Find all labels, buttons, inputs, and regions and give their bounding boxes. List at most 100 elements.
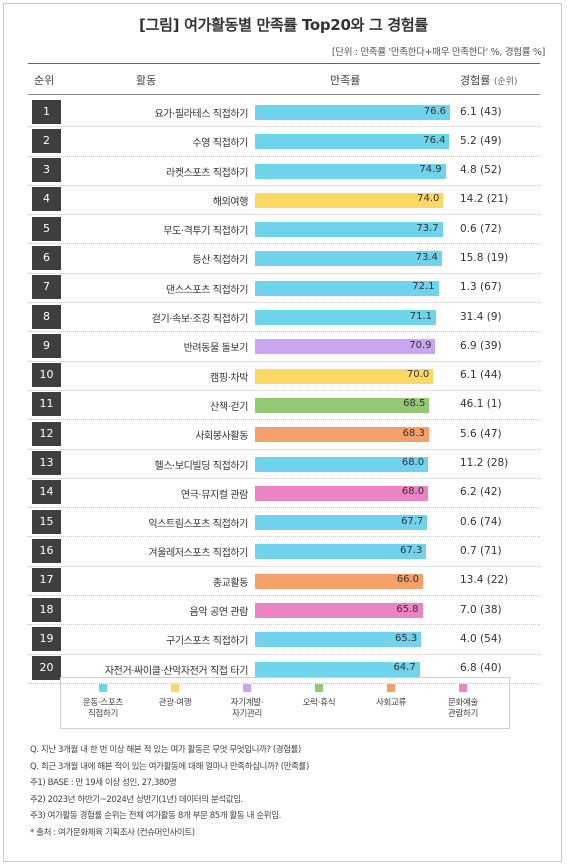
activity-label: 겨울레저스포츠 직접하기 [148, 548, 248, 560]
activity-label: 사회봉사활동 [195, 431, 248, 443]
chart-row: 6 등산 직접하기 73.4 15.8 (19) [28, 244, 540, 274]
header-experience-label: 경험률 [460, 74, 491, 87]
activity-label: 자전거·싸이클·산악자전거 직접 타기 [104, 665, 249, 677]
legend: 운동·스포츠 직접하기 관광·여행 자기계발· 자기관리 오락·휴식 사회교류 문화예술 … [60, 677, 510, 729]
satisfaction-value-label: 67.3 [400, 544, 423, 556]
experience-value: 6.1 (43) [460, 105, 502, 118]
rank-badge: 7 [32, 275, 61, 300]
satisfaction-value-label: 73.7 [416, 222, 439, 234]
chart-row: 7 댄스스포츠 직접하기 72.1 1.3 (67) [28, 274, 540, 304]
rank-badge: 20 [32, 656, 61, 681]
activity-label: 연극·뮤지컬 관람 [180, 489, 249, 501]
table-header: 순위 활동 만족률 경험률 (순위) [28, 63, 540, 95]
legend-label: 운동·스포츠 직접하기 [82, 698, 123, 719]
activity-label: 댄스스포츠 직접하기 [166, 284, 248, 296]
satisfaction-value-label: 71.1 [409, 310, 432, 322]
satisfaction-bar [255, 661, 420, 677]
satisfaction-bar [255, 456, 429, 472]
legend-label: 문화예술 관람하기 [447, 698, 479, 719]
rank-badge: 17 [32, 568, 61, 593]
rank-badge: 9 [32, 333, 61, 358]
satisfaction-value-label: 76.6 [423, 105, 446, 117]
activity-label: 라켓스포츠 직접하기 [166, 167, 248, 179]
legend-label: 자기계발· 자기관리 [230, 698, 264, 719]
experience-value: 13.4 (22) [460, 574, 509, 587]
rank-badge: 15 [32, 509, 61, 534]
rank-badge: 18 [32, 597, 61, 622]
chart-row: 1 요가·필라테스 직접하기 76.6 6.1 (43) [28, 98, 540, 128]
satisfaction-value-label: 76.4 [423, 134, 446, 146]
chart-row: 8 걷기·속보·조깅 직접하기 71.1 31.4 (9) [28, 303, 540, 333]
experience-value: 6.8 (40) [460, 662, 502, 675]
header-satisfaction: 만족률 [330, 74, 361, 87]
chart-row: 15 익스트림스포츠 직접하기 67.7 0.6 (74) [28, 508, 540, 538]
rank-badge: 14 [32, 480, 61, 505]
rank-badge: 8 [32, 304, 61, 329]
activity-label: 산책·걷기 [210, 401, 248, 413]
chart-row: 14 연극·뮤지컬 관람 68.0 6.2 (42) [28, 479, 540, 509]
footnote: Q. 지난 3개월 내 한 번 이상 해본 적 있는 여가 활동은 무엇 무엇입… [30, 745, 301, 755]
satisfaction-bar [255, 515, 428, 531]
header-activity: 활동 [136, 74, 157, 87]
chart-row: 19 구기스포츠 직접하기 65.3 4.0 (54) [28, 625, 540, 655]
legend-item: 자기계발· 자기관리 [207, 684, 287, 720]
activity-label: 반려동물 돌보기 [183, 343, 249, 355]
satisfaction-value-label: 74.0 [417, 193, 440, 205]
satisfaction-value-label: 68.3 [402, 427, 425, 439]
experience-value: 46.1 (1) [460, 398, 502, 411]
experience-value: 0.7 (71) [460, 544, 502, 557]
satisfaction-bar [255, 105, 450, 120]
satisfaction-value-label: 68.0 [401, 457, 425, 469]
experience-value: 31.4 (9) [460, 310, 502, 323]
legend-item: 사회교류 [351, 684, 431, 709]
activity-label: 수영 직접하기 [192, 138, 248, 150]
experience-value: 0.6 (72) [460, 222, 502, 235]
chart-row: 12 사회봉사활동 68.3 5.6 (47) [28, 420, 540, 450]
satisfaction-value-label: 68.0 [401, 486, 425, 498]
chart-row: 9 반려동물 돌보기 70.9 6.9 (39) [28, 332, 540, 362]
satisfaction-value-label: 66.0 [396, 574, 420, 586]
rank-badge: 10 [32, 363, 61, 388]
experience-value: 5.6 (47) [460, 427, 502, 440]
satisfaction-bar [255, 397, 430, 413]
chart-row: 10 캠핑·차박 70.0 6.1 (44) [28, 362, 540, 391]
satisfaction-bar [255, 573, 424, 589]
legend-label: 오락·휴식 [302, 698, 336, 708]
chart-row: 11 산책·걷기 68.5 46.1 (1) [28, 391, 540, 421]
activity-label: 등산 직접하기 [192, 255, 248, 267]
experience-value: 6.2 (42) [460, 486, 502, 499]
satisfaction-value-label: 64.7 [393, 662, 416, 674]
legend-item: 운동·스포츠 직접하기 [63, 684, 143, 720]
satisfaction-value-label: 68.5 [403, 398, 426, 410]
satisfaction-bar [255, 339, 436, 355]
rank-badge: 4 [32, 187, 61, 212]
legend-item: 오락·휴식 [279, 684, 359, 709]
footnote: 주3) 여가활동 경험률 순위는 전체 여가활동 8개 부문 85개 활동 내 … [30, 811, 281, 821]
satisfaction-value-label: 70.9 [409, 339, 432, 351]
legend-swatch [99, 684, 107, 692]
experience-value: 14.2 (21) [460, 193, 509, 206]
activity-label: 익스트림스포츠 직접하기 [148, 519, 248, 531]
legend-swatch [243, 684, 251, 692]
experience-value: 6.1 (44) [460, 369, 502, 382]
satisfaction-value-label: 74.9 [419, 164, 442, 176]
satisfaction-bar [255, 222, 443, 238]
activity-label: 종교활동 [212, 577, 249, 589]
experience-value: 1.3 (67) [460, 281, 502, 294]
chart-row: 5 무도·격투기 직접하기 73.7 0.6 (72) [28, 215, 540, 245]
chart-row: 3 라켓스포츠 직접하기 74.9 4.8 (52) [28, 157, 540, 186]
experience-value: 0.6 (74) [460, 515, 502, 528]
satisfaction-bar [255, 603, 423, 619]
experience-value: 4.8 (52) [460, 164, 502, 177]
satisfaction-bar [255, 485, 429, 501]
activity-label: 걷기·속보·조깅 직접하기 [151, 314, 249, 326]
satisfaction-bar [255, 192, 444, 208]
chart-rows: 1 요가·필라테스 직접하기 76.6 6.1 (43) 2 수영 직접하기 76.4 5.2… [28, 98, 540, 684]
experience-value: 15.8 (19) [460, 251, 509, 264]
chart-row: 2 수영 직접하기 76.4 5.2 (49) [28, 127, 540, 157]
experience-value: 5.2 (49) [460, 134, 502, 147]
figure-title: [그림] 여가활동별 만족률 Top20와 그 경험률 [139, 16, 428, 34]
rank-badge: 2 [32, 128, 61, 153]
satisfaction-bar [255, 251, 442, 267]
legend-swatch [459, 684, 467, 692]
